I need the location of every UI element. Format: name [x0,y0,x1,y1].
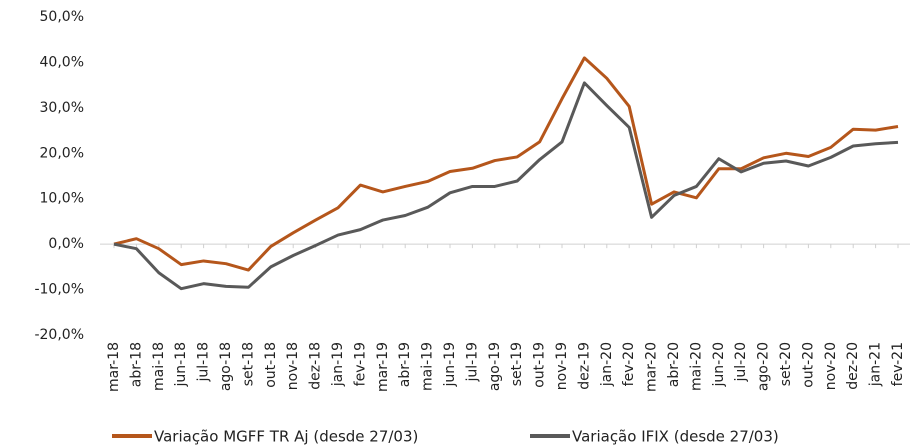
x-tick-label: mar-18 [106,342,122,392]
x-tick-label: dez-18 [308,342,324,390]
x-tick-label: jun-18 [173,342,189,388]
x-tick-label: mai-18 [151,342,167,391]
x-tick-label: out-20 [800,342,816,388]
x-tick-label: abr-18 [128,342,144,387]
x-tick-label: jun-19 [442,342,458,388]
x-tick-label: abr-20 [666,342,682,387]
y-tick-label: -10,0% [34,282,84,298]
x-tick-label: nov-19 [554,342,570,390]
x-tick-label: mar-20 [644,342,660,392]
legend-label: Variação IFIX (desde 27/03) [572,428,779,446]
series-line [113,81,899,291]
series-line [113,56,899,272]
x-tick-label: dez-19 [576,342,592,390]
x-tick-label: jan-20 [599,342,615,387]
x-tick-label: dez-20 [845,342,861,390]
x-tick-label: fev-19 [352,342,368,386]
x-tick-label: jan-21 [868,342,884,387]
x-tick-label: jul-18 [196,342,212,383]
y-tick-label: 10,0% [40,191,84,207]
legend-label: Variação MGFF TR Aj (desde 27/03) [154,428,418,446]
y-tick-label: 50,0% [40,9,84,25]
x-tick-label: fev-20 [621,342,637,386]
x-tick-label: set-18 [240,342,256,386]
x-tick-label: nov-18 [285,342,301,390]
x-tick-label: mai-20 [688,342,704,391]
x-tick-label: nov-20 [823,342,839,390]
x-tick-label: jan-19 [330,342,346,387]
y-tick-label: -20,0% [34,327,84,343]
x-tick-label: ago-19 [487,342,503,391]
x-tick-label: set-19 [509,342,525,386]
y-tick-label: 40,0% [40,54,84,70]
x-tick-label: abr-19 [397,342,413,387]
x-tick-label: ago-20 [756,342,772,391]
x-tick-label: jun-20 [711,342,727,388]
x-tick-label: out-18 [263,342,279,388]
x-tick-label: mar-19 [375,342,391,392]
x-tick-label: set-20 [778,342,794,386]
y-tick-label: 30,0% [40,100,84,116]
y-tick-label: 0,0% [48,236,84,252]
x-tick-label: ago-18 [218,342,234,391]
x-tick-label: jul-20 [733,342,749,383]
y-tick-label: 20,0% [40,145,84,161]
x-tick-label: out-19 [532,342,548,388]
x-tick-label: mai-19 [420,342,436,391]
x-tick-label: fev-21 [890,342,906,386]
x-tick-label: jul-19 [464,342,480,383]
